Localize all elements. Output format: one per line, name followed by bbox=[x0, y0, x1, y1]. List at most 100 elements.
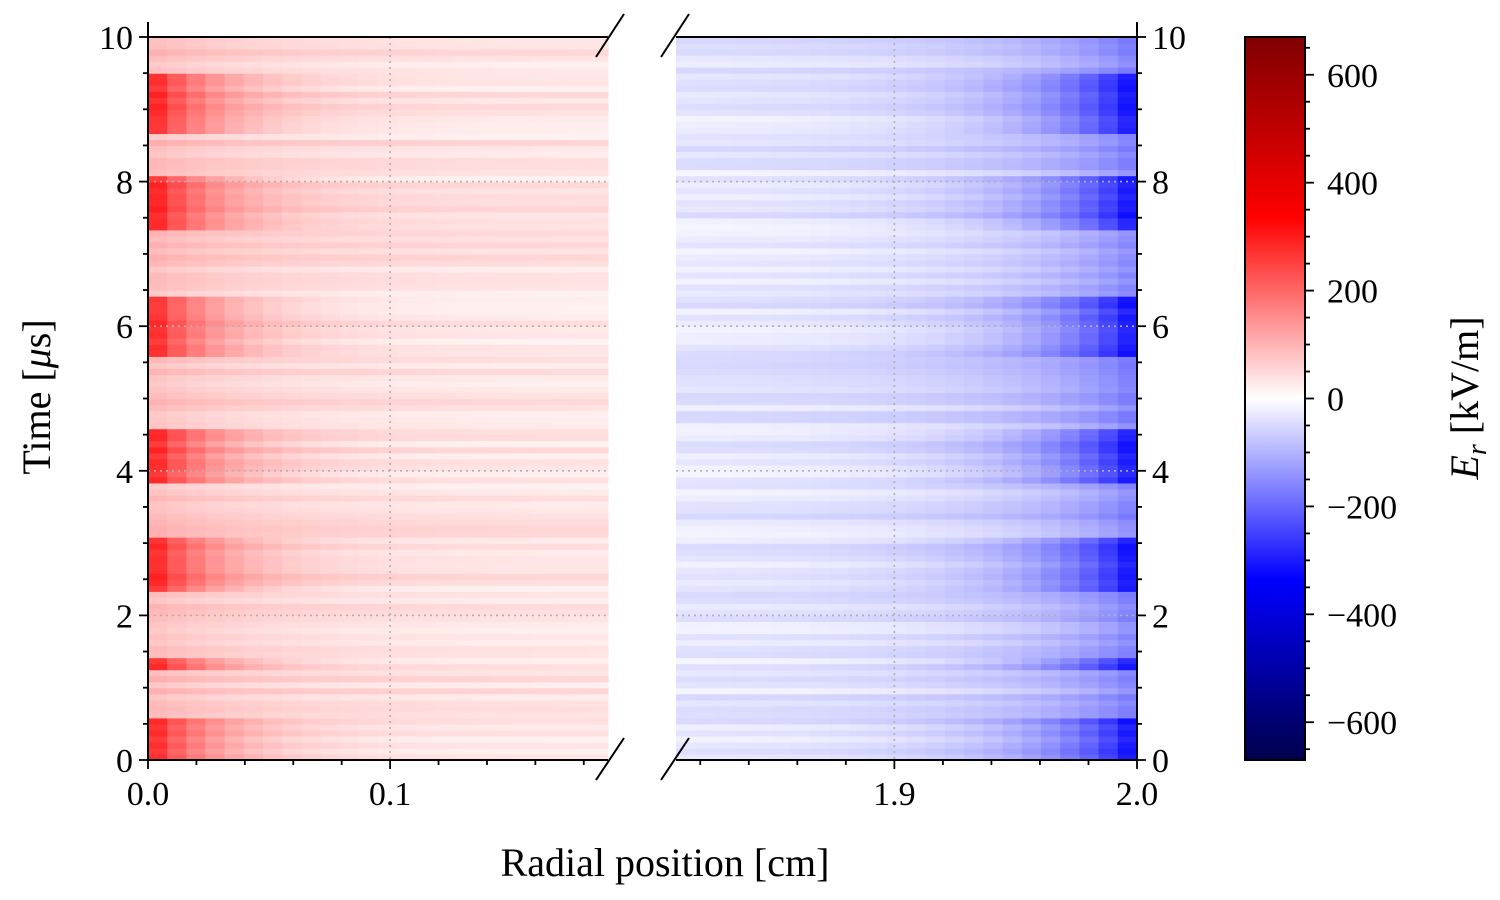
heatmap-cell bbox=[186, 145, 207, 153]
heatmap-cell bbox=[733, 259, 754, 267]
heatmap-cell bbox=[493, 259, 513, 267]
heatmap-cell bbox=[868, 398, 888, 406]
heatmap-cell bbox=[983, 332, 1004, 339]
heatmap-cell bbox=[964, 687, 984, 695]
heatmap-cell bbox=[243, 139, 264, 147]
heatmap-cell bbox=[378, 735, 398, 743]
heatmap-cell bbox=[944, 663, 965, 671]
heatmap-cell bbox=[339, 687, 360, 695]
heatmap-cell bbox=[1098, 531, 1119, 538]
heatmap-cell bbox=[695, 344, 716, 351]
heatmap-cell bbox=[569, 519, 590, 526]
heatmap-cell bbox=[810, 302, 831, 309]
heatmap-cell bbox=[695, 525, 716, 532]
heatmap-cell bbox=[1079, 271, 1100, 279]
heatmap-cell bbox=[167, 627, 187, 635]
heatmap-cell bbox=[1098, 519, 1119, 526]
heatmap-cell bbox=[588, 223, 609, 231]
heatmap-cell bbox=[339, 410, 360, 418]
heatmap-cell bbox=[512, 573, 532, 580]
heatmap-cell bbox=[301, 440, 322, 448]
heatmap-cell bbox=[1079, 235, 1100, 243]
heatmap-cell bbox=[397, 338, 417, 345]
heatmap-cell bbox=[416, 332, 437, 339]
heatmap-cell bbox=[263, 271, 283, 279]
heatmap-cell bbox=[868, 314, 888, 321]
heatmap-cell bbox=[1117, 519, 1138, 526]
heatmap-cell bbox=[1040, 615, 1061, 623]
heatmap-cell bbox=[435, 669, 456, 677]
heatmap-cell bbox=[243, 693, 264, 701]
heatmap-cell bbox=[243, 422, 264, 430]
heatmap-cell bbox=[378, 229, 398, 237]
heatmap-cell bbox=[339, 241, 360, 249]
heatmap-cell bbox=[339, 543, 360, 550]
heatmap-cell bbox=[512, 61, 532, 68]
heatmap-cell bbox=[810, 663, 831, 671]
heatmap-cell bbox=[550, 633, 571, 641]
heatmap-cell bbox=[588, 175, 609, 183]
heatmap-cell bbox=[964, 615, 984, 623]
heatmap-cell bbox=[186, 591, 207, 598]
heatmap-cell bbox=[588, 103, 609, 110]
heatmap-cell bbox=[473, 253, 494, 261]
heatmap-cell bbox=[588, 669, 609, 677]
heatmap-cell bbox=[243, 199, 264, 207]
heatmap-cell bbox=[493, 476, 513, 484]
heatmap-cell bbox=[752, 235, 773, 243]
heatmap-cell bbox=[1060, 380, 1080, 388]
heatmap-cell bbox=[148, 464, 168, 472]
heatmap-cell bbox=[320, 464, 341, 472]
heatmap-cell bbox=[569, 645, 590, 653]
heatmap-cell bbox=[493, 253, 513, 261]
heatmap-cell bbox=[301, 163, 322, 171]
heatmap-cell bbox=[378, 43, 398, 50]
heatmap-cell bbox=[224, 567, 245, 574]
heatmap-cell bbox=[301, 271, 322, 279]
heatmap-cell bbox=[320, 519, 341, 526]
heatmap-cell bbox=[167, 61, 187, 68]
heatmap-cell bbox=[282, 621, 302, 629]
heatmap-cell bbox=[925, 253, 946, 261]
heatmap-cell bbox=[868, 705, 888, 713]
heatmap-cell bbox=[848, 693, 869, 701]
heatmap-cell bbox=[550, 657, 571, 665]
heatmap-cell bbox=[695, 398, 716, 406]
heatmap-cell bbox=[569, 37, 590, 44]
heatmap-cell bbox=[205, 85, 226, 92]
heatmap-cell bbox=[416, 597, 437, 604]
heatmap-cell bbox=[810, 627, 831, 635]
heatmap-cell bbox=[301, 374, 322, 382]
heatmap-cell bbox=[1098, 723, 1119, 731]
heatmap-cell bbox=[1021, 398, 1042, 406]
heatmap-cell bbox=[512, 591, 532, 598]
heatmap-cell bbox=[983, 549, 1004, 556]
heatmap-cell bbox=[695, 470, 716, 478]
heatmap-cell bbox=[512, 476, 532, 484]
heatmap-cell bbox=[243, 302, 264, 309]
heatmap-cell bbox=[925, 356, 946, 363]
heatmap-cell bbox=[772, 296, 792, 303]
heatmap-cell bbox=[714, 663, 735, 671]
heatmap-cell bbox=[733, 470, 754, 478]
heatmap-cell bbox=[493, 705, 513, 713]
heatmap-cell bbox=[148, 531, 168, 538]
heatmap-cell bbox=[339, 43, 360, 50]
heatmap-cell bbox=[224, 705, 245, 713]
heatmap-cell bbox=[906, 380, 927, 388]
heatmap-cell bbox=[829, 332, 850, 339]
heatmap-cell bbox=[772, 284, 792, 291]
heatmap-cell bbox=[1117, 253, 1138, 261]
heatmap-cell bbox=[887, 332, 908, 339]
heatmap-cell bbox=[1060, 543, 1080, 550]
heatmap-cell bbox=[695, 259, 716, 267]
heatmap-cell bbox=[416, 157, 437, 165]
heatmap-cell bbox=[186, 199, 207, 207]
heatmap-cell bbox=[512, 247, 532, 255]
heatmap-cell bbox=[378, 519, 398, 526]
heatmap-cell bbox=[243, 265, 264, 273]
heatmap-cell bbox=[791, 338, 812, 345]
heatmap-cell bbox=[473, 199, 494, 207]
heatmap-cell bbox=[733, 603, 754, 610]
heatmap-cell bbox=[1021, 356, 1042, 363]
